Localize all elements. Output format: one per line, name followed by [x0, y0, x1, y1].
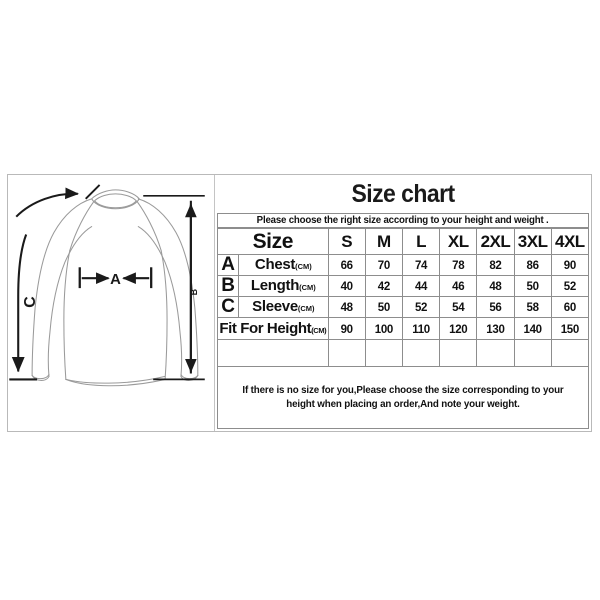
- sleeve-arrow-upper: [15, 187, 80, 218]
- row-label-fit-name: Fit For Height: [219, 319, 312, 337]
- length-marker-label: B: [189, 288, 199, 295]
- table-row: C Sleeve(CM) 48 50 52 54 56 58 60: [216, 296, 590, 318]
- cell-sleeve-3xl: 58: [513, 296, 552, 318]
- cell-chest-3xl: 86: [513, 254, 552, 276]
- chart-title-row: Size chart: [215, 175, 591, 213]
- chart-note: If there is no size for you,Please choos…: [242, 385, 564, 410]
- row-label-length-name: Length: [250, 277, 300, 294]
- header-size-3xl: 3XL: [513, 228, 552, 255]
- blank-cell-3xl: [513, 339, 552, 367]
- row-label-sleeve-text: Sleeve(CM): [252, 298, 314, 315]
- cell-chest-s: 66: [327, 254, 366, 276]
- table-row: A Chest(CM) 66 70 74 78 82 86 90: [216, 254, 590, 276]
- size-table-panel: Size chart Please choose the right size …: [215, 175, 591, 431]
- table-row-fit-for-height: Fit For Height(CM) 90 100 110 120 130 14…: [217, 317, 590, 340]
- header-size-l-label: L: [416, 231, 426, 251]
- cell-length-3xl: 50: [513, 275, 552, 297]
- cell-fit-l: 110: [401, 317, 441, 340]
- header-size-xl-label: XL: [447, 231, 469, 251]
- table-header-row: Size S M L XL: [217, 228, 590, 255]
- cell-fit-m: 100: [364, 317, 403, 340]
- row-unit-fit: (CM): [311, 325, 327, 335]
- chart-subtitle: Please choose the right size according t…: [257, 215, 549, 226]
- header-size-l: L: [401, 228, 441, 255]
- cell-sleeve-4xl: 60: [550, 296, 590, 318]
- header-size-label: Size: [252, 229, 294, 253]
- cell-length-2xl: 48: [476, 275, 515, 297]
- header-size-4xl: 4XL: [550, 228, 590, 255]
- cell-chest-xl: 78: [439, 254, 478, 276]
- garment-illustration-panel: C A B: [8, 175, 215, 431]
- row-marker-length-label: B: [221, 275, 235, 296]
- sleeve-marker-label: C: [22, 296, 39, 308]
- row-label-length-text: Length(CM): [251, 277, 316, 294]
- header-size-s-label: S: [341, 231, 353, 251]
- row-marker-chest: A: [216, 254, 240, 276]
- row-marker-chest-label: A: [221, 254, 235, 275]
- cell-sleeve-s: 48: [327, 296, 366, 318]
- cell-chest-4xl: 90: [550, 254, 590, 276]
- row-label-fit-for-height: Fit For Height(CM): [217, 317, 329, 340]
- cell-fit-3xl: 140: [513, 317, 552, 340]
- header-size-2xl-label: 2XL: [480, 231, 511, 251]
- header-size-m-label: M: [377, 231, 391, 251]
- row-unit-length: (CM): [299, 283, 316, 292]
- chart-subtitle-row: Please choose the right size according t…: [217, 213, 589, 228]
- cell-sleeve-m: 50: [364, 296, 403, 318]
- blank-cell-4xl: [550, 339, 590, 367]
- row-label-sleeve: Sleeve(CM): [238, 296, 329, 318]
- row-label-chest: Chest(CM): [238, 254, 329, 276]
- row-unit-chest: (CM): [295, 262, 312, 271]
- header-size-xl: XL: [439, 228, 478, 255]
- row-marker-sleeve: C: [216, 296, 240, 318]
- blank-cell-xl: [439, 339, 478, 367]
- blank-cell-m: [364, 339, 403, 367]
- blank-cell-label: [217, 339, 329, 367]
- cell-length-xl: 46: [439, 275, 478, 297]
- header-size-s: S: [327, 228, 366, 255]
- cell-fit-4xl: 150: [550, 317, 590, 340]
- row-unit-sleeve: (CM): [297, 304, 315, 313]
- sleeve-tick-top: [85, 184, 101, 200]
- cell-length-m: 42: [364, 275, 403, 297]
- header-size-3xl-label: 3XL: [517, 231, 548, 251]
- cell-fit-2xl: 130: [476, 317, 515, 340]
- row-label-sleeve-name: Sleeve: [252, 298, 298, 315]
- row-label-length: Length(CM): [238, 275, 329, 297]
- header-size-cell: Size: [217, 228, 329, 255]
- blank-cell-2xl: [476, 339, 515, 367]
- cell-fit-xl: 120: [439, 317, 478, 340]
- header-size-4xl-label: 4XL: [555, 231, 585, 251]
- table-row: B Length(CM) 40 42 44 46 48 50 52: [216, 275, 590, 297]
- shirt-measurement-diagram-icon: C A B: [9, 184, 205, 387]
- chest-marker-label: A: [110, 272, 121, 288]
- blank-cell-l: [401, 339, 441, 367]
- header-size-2xl: 2XL: [476, 228, 515, 255]
- blank-cell-s: [327, 339, 366, 367]
- sleeve-arrow-lower: [11, 234, 28, 373]
- chart-title: Size chart: [351, 179, 455, 208]
- cell-fit-s: 90: [327, 317, 366, 340]
- size-chart-card: C A B Size chart Please choose: [7, 174, 592, 432]
- table-blank-row: [217, 339, 590, 367]
- row-marker-length: B: [216, 275, 240, 297]
- cell-sleeve-xl: 54: [439, 296, 478, 318]
- row-marker-sleeve-label: C: [221, 296, 235, 317]
- header-size-m: M: [364, 228, 403, 255]
- row-label-fit-text: Fit For Height(CM): [219, 320, 326, 337]
- row-label-chest-text: Chest(CM): [255, 256, 312, 273]
- cell-chest-l: 74: [401, 254, 441, 276]
- chart-note-row: If there is no size for you,Please choos…: [217, 367, 589, 429]
- cell-length-l: 44: [401, 275, 441, 297]
- cell-length-4xl: 52: [550, 275, 590, 297]
- row-label-chest-name: Chest: [254, 256, 296, 273]
- cell-length-s: 40: [327, 275, 366, 297]
- cell-sleeve-l: 52: [401, 296, 441, 318]
- size-table: Size S M L XL: [216, 228, 590, 367]
- cell-chest-m: 70: [364, 254, 403, 276]
- cell-chest-2xl: 82: [476, 254, 515, 276]
- cell-sleeve-2xl: 56: [476, 296, 515, 318]
